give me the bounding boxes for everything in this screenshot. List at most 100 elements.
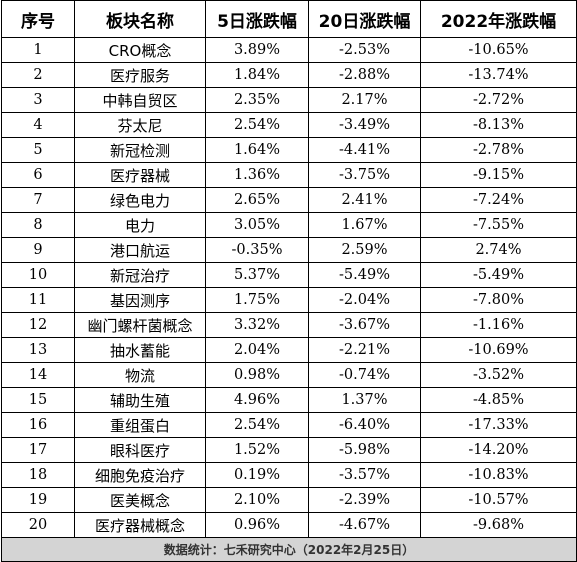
table-row: 20 医疗器械概念 0.96% -4.67% -9.68% [1, 512, 577, 538]
change-5day-cell: 2.54% [205, 112, 309, 138]
change-2022-cell: -2.72% [420, 87, 577, 113]
change-2022-cell: -17.33% [420, 412, 577, 438]
sector-name-cell: 绿色电力 [74, 187, 206, 213]
change-5day-cell: 5.37% [205, 262, 309, 288]
sector-name-cell: 辅助生殖 [74, 387, 206, 413]
sector-name-cell: 物流 [74, 362, 206, 388]
table-row: 6 医疗器械 1.36% -3.75% -9.15% [1, 162, 577, 188]
change-5day-cell: 3.32% [205, 312, 309, 338]
change-2022-cell: -10.65% [420, 37, 577, 63]
sector-name-cell: 医疗服务 [74, 62, 206, 88]
rank-cell: 3 [1, 87, 75, 113]
table-footer: 数据统计：七禾研究中心（2022年2月25日） [1, 537, 577, 562]
change-2022-cell: -3.52% [420, 362, 577, 388]
table-row: 12 幽门螺杆菌概念 3.32% -3.67% -1.16% [1, 312, 577, 338]
sector-name-cell: 医疗器械概念 [74, 512, 206, 538]
rank-cell: 9 [1, 237, 75, 263]
change-5day-cell: 2.04% [205, 337, 309, 363]
table-row: 18 细胞免疫治疗 0.19% -3.57% -10.83% [1, 462, 577, 488]
change-2022-cell: -1.16% [420, 312, 577, 338]
change-20day-cell: -2.21% [308, 337, 421, 363]
rank-cell: 6 [1, 162, 75, 188]
header-2022-change: 2022年涨跌幅 [420, 0, 577, 38]
change-20day-cell: -5.49% [308, 262, 421, 288]
sector-name-cell: 港口航运 [74, 237, 206, 263]
sector-name-cell: 细胞免疫治疗 [74, 462, 206, 488]
rank-cell: 4 [1, 112, 75, 138]
change-5day-cell: 4.96% [205, 387, 309, 413]
table-row: 13 抽水蓄能 2.04% -2.21% -10.69% [1, 337, 577, 363]
rank-cell: 7 [1, 187, 75, 213]
table-row: 2 医疗服务 1.84% -2.88% -13.74% [1, 62, 577, 88]
change-5day-cell: 0.98% [205, 362, 309, 388]
table-row: 9 港口航运 -0.35% 2.59% 2.74% [1, 237, 577, 263]
table-row: 16 重组蛋白 2.54% -6.40% -17.33% [1, 412, 577, 438]
change-20day-cell: -2.53% [308, 37, 421, 63]
sector-name-cell: 基因测序 [74, 287, 206, 313]
change-2022-cell: -8.13% [420, 112, 577, 138]
change-5day-cell: 2.65% [205, 187, 309, 213]
sector-name-cell: 中韩自贸区 [74, 87, 206, 113]
change-2022-cell: -14.20% [420, 437, 577, 463]
change-2022-cell: -9.68% [420, 512, 577, 538]
rank-cell: 17 [1, 437, 75, 463]
rank-cell: 14 [1, 362, 75, 388]
change-5day-cell: 1.52% [205, 437, 309, 463]
sector-name-cell: 医美概念 [74, 487, 206, 513]
sector-name-cell: 电力 [74, 212, 206, 238]
rank-cell: 18 [1, 462, 75, 488]
change-5day-cell: 1.64% [205, 137, 309, 163]
table-row: 15 辅助生殖 4.96% 1.37% -4.85% [1, 387, 577, 413]
change-5day-cell: 2.54% [205, 412, 309, 438]
change-20day-cell: 1.37% [308, 387, 421, 413]
change-2022-cell: -10.57% [420, 487, 577, 513]
table-body: 1 CRO概念 3.89% -2.53% -10.65% 2 医疗服务 1.84% -2.88%… [1, 37, 577, 538]
sector-name-cell: 新冠检测 [74, 137, 206, 163]
change-20day-cell: 1.67% [308, 212, 421, 238]
change-20day-cell: 2.17% [308, 87, 421, 113]
change-20day-cell: -3.49% [308, 112, 421, 138]
rank-cell: 8 [1, 212, 75, 238]
change-20day-cell: -0.74% [308, 362, 421, 388]
sector-name-cell: CRO概念 [74, 37, 206, 63]
header-row: 序号 板块名称 5日涨跌幅 20日涨跌幅 2022年涨跌幅 [1, 0, 577, 38]
sector-name-cell: 眼科医疗 [74, 437, 206, 463]
table-row: 5 新冠检测 1.64% -4.41% -2.78% [1, 137, 577, 163]
change-5day-cell: 3.05% [205, 212, 309, 238]
change-5day-cell: 2.10% [205, 487, 309, 513]
table-row: 7 绿色电力 2.65% 2.41% -7.24% [1, 187, 577, 213]
change-20day-cell: 2.41% [308, 187, 421, 213]
header-rank: 序号 [1, 0, 75, 38]
rank-cell: 5 [1, 137, 75, 163]
header-20day-change: 20日涨跌幅 [308, 0, 421, 38]
table-row: 10 新冠治疗 5.37% -5.49% -5.49% [1, 262, 577, 288]
change-2022-cell: -7.55% [420, 212, 577, 238]
table-row: 8 电力 3.05% 1.67% -7.55% [1, 212, 577, 238]
change-2022-cell: -10.69% [420, 337, 577, 363]
rank-cell: 11 [1, 287, 75, 313]
change-20day-cell: -2.39% [308, 487, 421, 513]
change-20day-cell: -2.88% [308, 62, 421, 88]
sector-name-cell: 新冠治疗 [74, 262, 206, 288]
sector-name-cell: 幽门螺杆菌概念 [74, 312, 206, 338]
change-20day-cell: -3.75% [308, 162, 421, 188]
rank-cell: 12 [1, 312, 75, 338]
table-row: 3 中韩自贸区 2.35% 2.17% -2.72% [1, 87, 577, 113]
rank-cell: 19 [1, 487, 75, 513]
rank-cell: 13 [1, 337, 75, 363]
change-5day-cell: 0.19% [205, 462, 309, 488]
change-5day-cell: 0.96% [205, 512, 309, 538]
table-header: 序号 板块名称 5日涨跌幅 20日涨跌幅 2022年涨跌幅 [1, 0, 577, 38]
change-20day-cell: -4.41% [308, 137, 421, 163]
table-row: 19 医美概念 2.10% -2.39% -10.57% [1, 487, 577, 513]
change-20day-cell: -2.04% [308, 287, 421, 313]
rank-cell: 15 [1, 387, 75, 413]
sector-name-cell: 医疗器械 [74, 162, 206, 188]
change-2022-cell: -13.74% [420, 62, 577, 88]
change-5day-cell: 1.84% [205, 62, 309, 88]
change-2022-cell: 2.74% [420, 237, 577, 263]
change-2022-cell: -2.78% [420, 137, 577, 163]
change-2022-cell: -5.49% [420, 262, 577, 288]
